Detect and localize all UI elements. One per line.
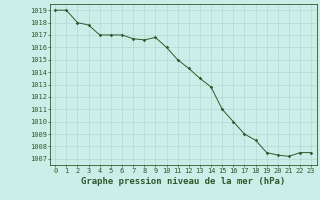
X-axis label: Graphe pression niveau de la mer (hPa): Graphe pression niveau de la mer (hPa)	[81, 177, 285, 186]
